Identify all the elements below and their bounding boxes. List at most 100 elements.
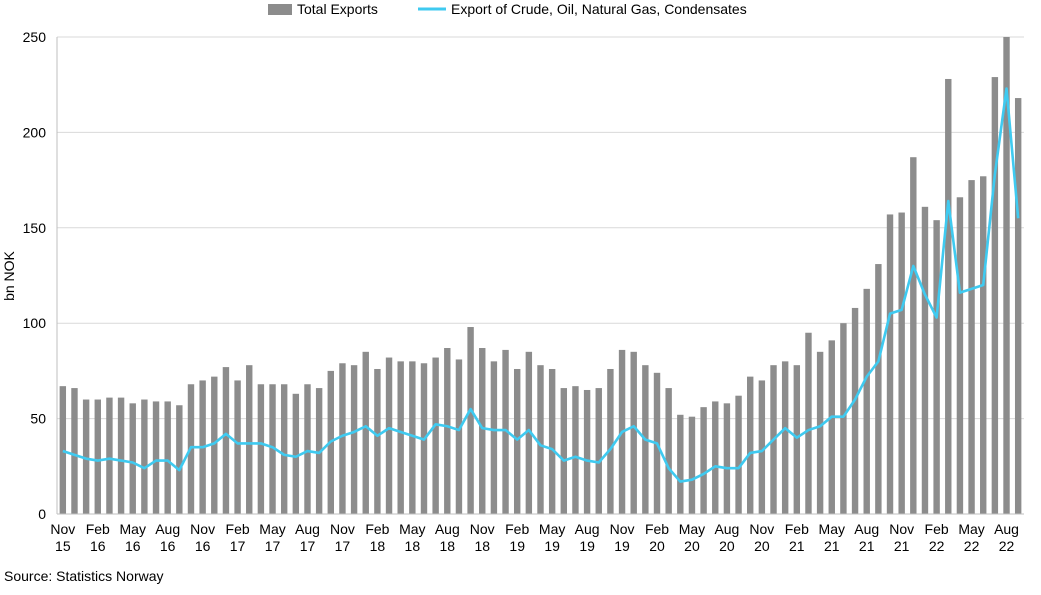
legend-label-total-exports: Total Exports xyxy=(297,1,378,17)
bar xyxy=(444,348,451,514)
bar xyxy=(560,388,568,514)
bar xyxy=(816,351,824,514)
x-tick-year: 16 xyxy=(90,538,106,554)
bar xyxy=(968,180,975,514)
bar xyxy=(548,368,556,514)
x-tick-year: 20 xyxy=(754,538,770,554)
x-tick-year: 21 xyxy=(824,538,840,554)
x-tick-year: 21 xyxy=(789,538,805,554)
x-tick-year: 20 xyxy=(684,538,700,554)
x-tick-month: Aug xyxy=(155,521,180,537)
x-tick-year: 17 xyxy=(335,538,351,554)
bar xyxy=(945,78,952,514)
bar xyxy=(980,176,987,514)
y-tick-label: 250 xyxy=(23,29,47,45)
bar xyxy=(723,403,731,514)
x-tick-month: Feb xyxy=(925,521,949,537)
x-tick-month: Nov xyxy=(889,521,914,537)
bar xyxy=(106,397,113,514)
bar xyxy=(222,367,230,514)
bar xyxy=(82,399,90,514)
bar xyxy=(933,220,940,514)
bar xyxy=(758,380,766,514)
x-tick-year: 22 xyxy=(999,538,1015,554)
bar xyxy=(840,323,847,514)
x-tick-month: Nov xyxy=(330,521,355,537)
x-tick-month: Nov xyxy=(749,521,774,537)
x-tick-month: Aug xyxy=(994,521,1019,537)
x-tick-month: Feb xyxy=(645,521,669,537)
bar xyxy=(246,365,253,514)
x-tick-year: 21 xyxy=(894,538,910,554)
x-tick-month: Nov xyxy=(610,521,635,537)
bar xyxy=(851,307,859,514)
bar xyxy=(700,407,707,514)
x-tick-month: May xyxy=(958,521,984,537)
x-tick-year: 19 xyxy=(614,538,630,554)
bar xyxy=(257,384,265,514)
x-tick-month: Aug xyxy=(435,521,460,537)
x-tick-month: May xyxy=(819,521,845,537)
bar xyxy=(234,380,241,514)
bar xyxy=(339,363,346,514)
bar xyxy=(572,386,579,514)
x-tick-year: 18 xyxy=(405,538,421,554)
bar xyxy=(607,368,614,514)
x-tick-month: Aug xyxy=(714,521,739,537)
x-tick-year: 17 xyxy=(300,538,316,554)
x-tick-month: Aug xyxy=(295,521,320,537)
bar xyxy=(141,399,148,514)
bar xyxy=(665,388,672,514)
x-tick-year: 15 xyxy=(55,538,71,554)
y-tick-label: 100 xyxy=(23,315,47,331)
line-series xyxy=(62,87,1020,483)
series-line-crude-oil-gas xyxy=(62,87,1020,483)
x-tick-year: 19 xyxy=(544,538,560,554)
bar xyxy=(583,389,591,514)
x-tick-year: 22 xyxy=(929,538,945,554)
bar xyxy=(863,288,870,514)
bar xyxy=(747,376,754,514)
bar xyxy=(781,361,789,514)
x-tick-year: 16 xyxy=(160,538,176,554)
x-tick-year: 17 xyxy=(265,538,281,554)
bar xyxy=(688,416,696,514)
bar xyxy=(875,264,882,514)
x-tick-month: Aug xyxy=(854,521,879,537)
bar xyxy=(455,359,463,514)
bar xyxy=(525,351,533,514)
bar xyxy=(537,365,544,514)
source-note: Source: Statistics Norway xyxy=(4,568,164,584)
bar xyxy=(502,349,509,514)
x-tick-year: 20 xyxy=(649,538,665,554)
x-tick-year: 18 xyxy=(440,538,456,554)
bar xyxy=(397,361,404,514)
x-tick-month: May xyxy=(120,521,146,537)
x-tick-month: May xyxy=(399,521,425,537)
x-tick-month: Feb xyxy=(365,521,389,537)
bar xyxy=(71,388,78,514)
x-tick-month: May xyxy=(679,521,705,537)
x-tick-year: 19 xyxy=(509,538,525,554)
legend-label-crude-oil-gas: Export of Crude, Oil, Natural Gas, Conde… xyxy=(451,1,747,17)
bar xyxy=(350,365,358,514)
x-axis: Nov15Feb16May16Aug16Nov16Feb17May17Aug17… xyxy=(50,513,1024,554)
x-tick-month: Aug xyxy=(575,521,600,537)
bar xyxy=(269,384,276,514)
bar xyxy=(432,357,439,514)
bar xyxy=(385,357,393,514)
bar xyxy=(129,403,136,514)
bar xyxy=(991,77,999,515)
grid-lines xyxy=(57,36,1024,420)
bar xyxy=(211,376,218,514)
bar xyxy=(805,332,812,514)
x-tick-year: 18 xyxy=(474,538,490,554)
x-tick-month: Feb xyxy=(505,521,529,537)
x-tick-month: Feb xyxy=(226,521,250,537)
bar xyxy=(886,214,894,514)
x-tick-year: 17 xyxy=(230,538,246,554)
y-axis-title: bn NOK xyxy=(1,250,17,300)
bar xyxy=(490,361,498,514)
bar xyxy=(677,414,684,514)
